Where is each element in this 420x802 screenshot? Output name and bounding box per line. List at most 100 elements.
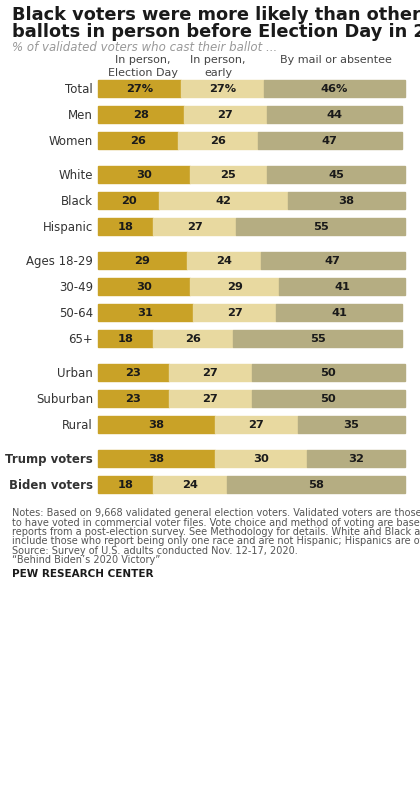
Text: 18: 18	[118, 480, 134, 490]
Text: 55: 55	[310, 334, 326, 344]
Text: Women: Women	[49, 135, 93, 148]
Text: 29: 29	[134, 256, 150, 266]
Text: 38: 38	[339, 196, 354, 206]
Bar	[233, 330, 402, 347]
Bar	[252, 391, 405, 407]
Text: 27%: 27%	[126, 84, 153, 95]
Bar	[98, 107, 184, 124]
Bar	[215, 451, 307, 468]
Text: Black: Black	[61, 195, 93, 208]
Text: 26: 26	[130, 136, 146, 146]
Text: 20: 20	[121, 196, 136, 206]
Text: 30: 30	[253, 454, 269, 464]
Text: 50: 50	[320, 368, 336, 378]
Bar	[168, 391, 252, 407]
Text: In person,
Election Day: In person, Election Day	[108, 55, 178, 78]
Text: Ages 18-29: Ages 18-29	[26, 255, 93, 268]
Bar	[98, 416, 215, 433]
Bar	[236, 219, 405, 236]
Bar	[289, 192, 405, 210]
Bar	[168, 365, 252, 382]
Bar	[98, 391, 168, 407]
Text: 30: 30	[136, 282, 152, 292]
Text: 50: 50	[320, 394, 336, 404]
Bar	[252, 365, 405, 382]
Text: “Behind Biden’s 2020 Victory”: “Behind Biden’s 2020 Victory”	[12, 555, 160, 565]
Bar	[261, 253, 405, 269]
Text: reports from a post-election survey. See Methodology for details. White and Blac: reports from a post-election survey. See…	[12, 526, 420, 537]
Text: Black voters were more likely than others to cast: Black voters were more likely than other…	[12, 6, 420, 24]
Text: ballots in person before Election Day in 2020: ballots in person before Election Day in…	[12, 23, 420, 41]
Text: 28: 28	[133, 111, 149, 120]
Bar	[98, 253, 187, 269]
Text: 31: 31	[138, 308, 154, 318]
Bar	[98, 365, 168, 382]
Text: 24: 24	[216, 256, 232, 266]
Text: 24: 24	[182, 480, 198, 490]
Text: Total: Total	[65, 83, 93, 96]
Text: 41: 41	[331, 308, 347, 318]
Text: 26: 26	[210, 136, 226, 146]
Text: 38: 38	[148, 420, 164, 430]
Text: 18: 18	[118, 222, 134, 233]
Text: 27: 27	[187, 222, 202, 233]
Bar	[98, 476, 153, 493]
Text: 55: 55	[313, 222, 328, 233]
Bar	[98, 133, 178, 150]
Bar	[187, 253, 261, 269]
Bar	[98, 330, 153, 347]
Text: 47: 47	[322, 136, 338, 146]
Bar	[267, 107, 402, 124]
Bar	[264, 81, 405, 98]
Bar	[153, 330, 233, 347]
Text: Rural: Rural	[62, 419, 93, 431]
Text: 27: 27	[202, 394, 218, 404]
Bar	[257, 133, 402, 150]
Text: 58: 58	[308, 480, 324, 490]
Text: Hispanic: Hispanic	[43, 221, 93, 233]
Text: % of validated voters who cast their ballot ...: % of validated voters who cast their bal…	[12, 41, 277, 54]
Text: In person,
early: In person, early	[190, 55, 246, 78]
Text: 47: 47	[325, 256, 341, 266]
Text: 50-64: 50-64	[59, 306, 93, 320]
Bar	[307, 451, 405, 468]
Text: 44: 44	[326, 111, 342, 120]
Text: Trump voters: Trump voters	[5, 452, 93, 465]
Bar	[193, 305, 276, 322]
Bar	[98, 305, 193, 322]
Text: include those who report being only one race and are not Hispanic; Hispanics are: include those who report being only one …	[12, 536, 420, 546]
Text: 30-49: 30-49	[59, 281, 93, 294]
Text: PEW RESEARCH CENTER: PEW RESEARCH CENTER	[12, 569, 153, 578]
Bar	[215, 416, 297, 433]
Bar	[98, 219, 153, 236]
Text: 27: 27	[202, 368, 218, 378]
Bar	[160, 192, 289, 210]
Text: Suburban: Suburban	[36, 392, 93, 406]
Text: 38: 38	[148, 454, 164, 464]
Bar	[190, 167, 267, 184]
Text: 32: 32	[348, 454, 364, 464]
Text: 27%: 27%	[209, 84, 236, 95]
Text: 18: 18	[118, 334, 134, 344]
Text: 27: 27	[218, 111, 233, 120]
Text: to have voted in commercial voter files. Vote choice and method of voting are ba: to have voted in commercial voter files.…	[12, 516, 420, 527]
Bar	[98, 451, 215, 468]
Text: 35: 35	[343, 420, 359, 430]
Bar	[227, 476, 405, 493]
Bar	[181, 81, 264, 98]
Text: 23: 23	[125, 394, 141, 404]
Text: Men: Men	[68, 109, 93, 122]
Text: Urban: Urban	[57, 367, 93, 379]
Text: Source: Survey of U.S. adults conducted Nov. 12-17, 2020.: Source: Survey of U.S. adults conducted …	[12, 545, 298, 555]
Bar	[153, 476, 227, 493]
Text: By mail or absentee: By mail or absentee	[280, 55, 392, 65]
Bar	[98, 167, 190, 184]
Text: 45: 45	[328, 170, 344, 180]
Bar	[184, 107, 267, 124]
Text: 46%: 46%	[321, 84, 348, 95]
Bar	[297, 416, 405, 433]
Bar	[98, 278, 190, 296]
Bar	[98, 81, 181, 98]
Text: 26: 26	[185, 334, 201, 344]
Bar	[178, 133, 257, 150]
